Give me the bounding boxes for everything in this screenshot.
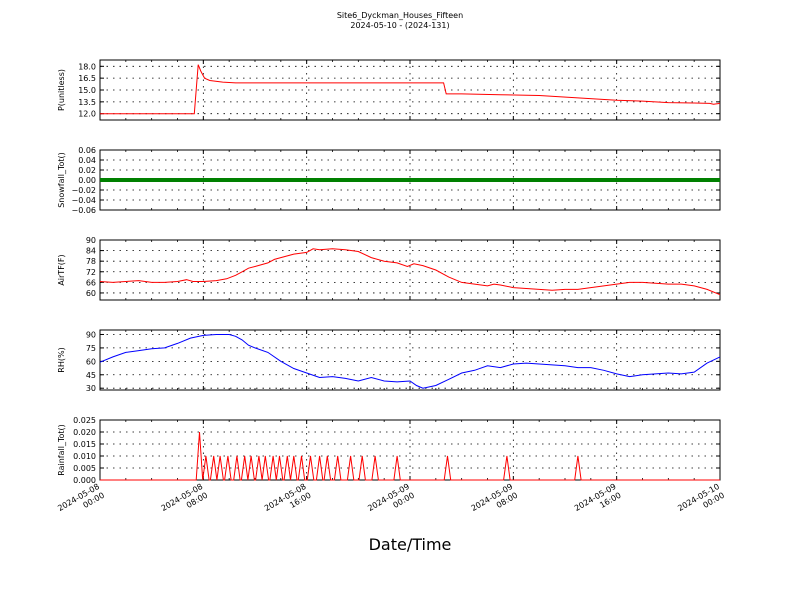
y-tick-label: 75 [86, 344, 96, 353]
y-tick-label: −0.02 [71, 186, 96, 195]
x-axis-label: Date/Time [369, 535, 452, 554]
y-axis-label: RH(%) [57, 347, 66, 372]
series-line [100, 431, 720, 481]
y-tick-label: 0.04 [78, 156, 96, 165]
y-tick-label: 0.025 [73, 416, 96, 425]
y-tick-label: 45 [86, 371, 96, 380]
series-line [100, 64, 721, 115]
y-tick-label: 15.0 [78, 86, 96, 95]
y-tick-label: 30 [86, 384, 96, 393]
y-tick-label: 0.06 [78, 146, 96, 155]
panel-5: 0.000 0.005 0.010 0.015 0.020 0.025 Rainfall_T… [57, 416, 721, 485]
chart-title: Site6_Dyckman_Houses_Fifteen [337, 11, 463, 20]
y-tick-label: 12.0 [78, 110, 96, 119]
y-tick-label: 0.00 [78, 176, 96, 185]
y-tick-label: 16.5 [78, 74, 96, 83]
y-tick-label: 0.010 [73, 452, 96, 461]
y-tick-label: 60 [86, 289, 96, 298]
panel-frame [99, 419, 721, 481]
y-tick-label: −0.04 [71, 196, 96, 205]
y-tick-label: 66 [86, 278, 96, 287]
y-tick-label: 0.000 [73, 476, 96, 485]
y-axis-label: AirTF(F) [57, 254, 66, 285]
y-tick-label: −0.06 [71, 206, 96, 215]
y-tick-label: 18.0 [78, 62, 96, 71]
panel-2: −0.06−0.04−0.020.000.020.040.06 Snowfall_… [57, 146, 721, 215]
y-tick-label: 84 [86, 247, 96, 256]
y-tick-label: 60 [86, 357, 96, 366]
series-line [99, 334, 721, 389]
panels: 12.013.515.016.518.0P(unitless)−0.06−0.0… [57, 59, 721, 485]
y-tick-label: 0.015 [73, 440, 96, 449]
y-tick-label: 90 [86, 330, 96, 339]
chart-subtitle: 2024-05-10 - (2024-131) [350, 21, 449, 30]
panel-frame [99, 239, 721, 301]
y-tick-label: 0.020 [73, 428, 96, 437]
y-tick-label: 72 [86, 268, 96, 277]
panel-4: 30 45 60 75 90 RH(%) [57, 329, 721, 393]
y-tick-label: 78 [86, 257, 96, 266]
series-line [99, 248, 721, 296]
y-axis-label: Snowfall_Tot() [57, 152, 66, 208]
y-axis-label: Rainfall_Tot() [57, 424, 66, 476]
y-tick-label: 13.5 [78, 98, 96, 107]
panel-1: 12.0 13.5 15.0 16.5 18.0 P(unitless) [57, 59, 721, 121]
y-tick-label: 0.02 [78, 166, 96, 175]
y-axis-label: P(unitless) [57, 69, 66, 111]
y-tick-label: 90 [86, 236, 96, 245]
y-tick-label: 0.005 [73, 464, 96, 473]
